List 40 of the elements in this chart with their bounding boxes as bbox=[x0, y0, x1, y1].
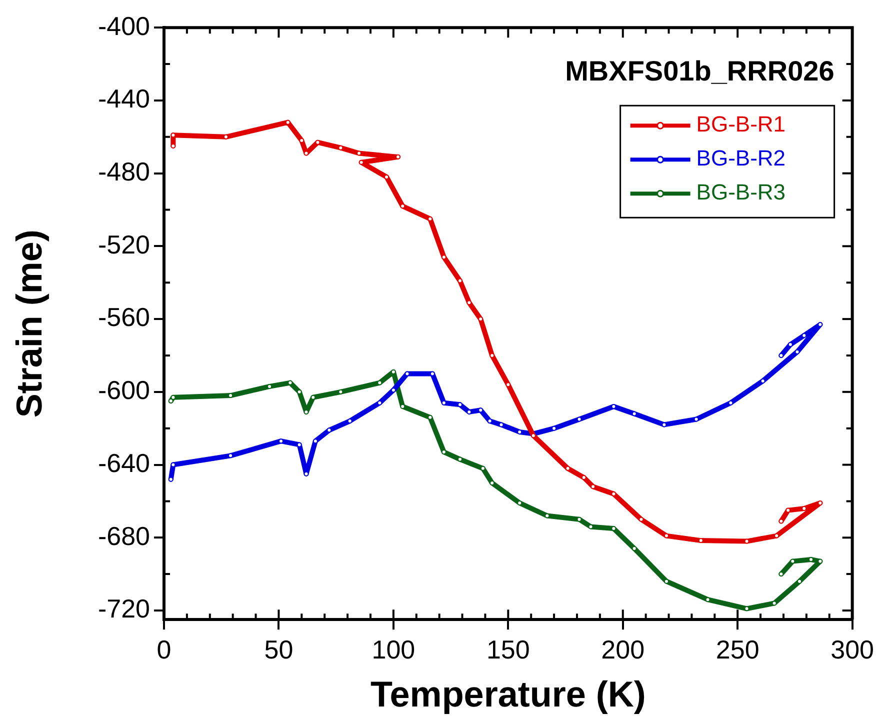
legend-label: BG-B-R3 bbox=[696, 180, 786, 205]
x-tick-label: 150 bbox=[486, 634, 530, 664]
point bbox=[802, 332, 807, 338]
y-tick-label: -480 bbox=[98, 156, 150, 186]
legend-label: BG-B-R1 bbox=[696, 112, 786, 137]
y-axis-title: Strain (me) bbox=[8, 230, 50, 418]
point bbox=[788, 342, 793, 348]
y-tick-label: -560 bbox=[98, 302, 150, 332]
legend-label: BG-B-R2 bbox=[696, 146, 786, 171]
point bbox=[377, 400, 382, 406]
x-tick-label: 0 bbox=[156, 634, 172, 664]
annotation: MBXFS01b_RRR026 bbox=[565, 55, 834, 86]
y-tick-label: -440 bbox=[98, 84, 150, 114]
point bbox=[638, 516, 644, 522]
point bbox=[441, 450, 446, 455]
point bbox=[428, 216, 433, 222]
x-tick-label: 250 bbox=[716, 634, 760, 664]
point bbox=[565, 466, 570, 471]
point bbox=[390, 388, 396, 393]
y-tick-label: -640 bbox=[98, 448, 150, 478]
point bbox=[632, 546, 637, 552]
point bbox=[168, 398, 174, 404]
point bbox=[774, 533, 780, 538]
point bbox=[384, 174, 390, 180]
x-tick-label: 200 bbox=[601, 634, 645, 664]
point bbox=[778, 572, 784, 577]
x-axis-title: Temperature (K) bbox=[370, 673, 646, 714]
y-tick-label: -520 bbox=[98, 229, 150, 260]
point bbox=[760, 378, 766, 384]
y-tick-label: -680 bbox=[98, 520, 150, 551]
point bbox=[794, 349, 800, 354]
x-tick-label: 50 bbox=[264, 634, 294, 664]
point bbox=[778, 352, 784, 358]
point bbox=[728, 400, 734, 406]
point bbox=[797, 578, 802, 584]
y-tick-label: -600 bbox=[98, 375, 150, 406]
y-tick-label: -720 bbox=[98, 594, 150, 624]
y-tick-label: -400 bbox=[98, 10, 150, 41]
x-tick-label: 100 bbox=[372, 634, 416, 664]
x-tick-label: 300 bbox=[830, 634, 874, 664]
